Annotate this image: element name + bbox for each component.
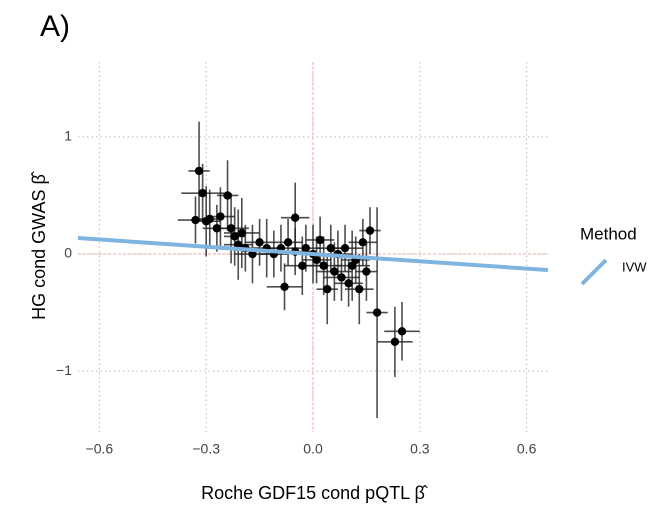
y-tick-label: −1: [56, 362, 72, 378]
legend-label: IVW: [622, 259, 647, 274]
y-axis-label: HG cond GWAS β̂: [29, 171, 49, 320]
point: [397, 327, 407, 336]
point: [194, 166, 204, 176]
point: [340, 243, 350, 253]
point: [312, 255, 321, 265]
x-tick-label: −0.3: [192, 441, 220, 457]
legend-key: [580, 258, 608, 286]
point: [298, 261, 307, 270]
x-tick-label: 0.6: [517, 441, 537, 457]
point: [255, 238, 264, 247]
point: [223, 191, 232, 200]
point: [365, 226, 375, 235]
point: [326, 243, 336, 253]
point: [234, 240, 243, 249]
point: [230, 232, 239, 241]
point: [301, 243, 311, 253]
point: [290, 213, 300, 222]
x-tick-label: 0.3: [410, 441, 430, 457]
point: [330, 267, 339, 276]
point: [191, 215, 200, 225]
point: [362, 267, 371, 276]
legend-title: Method: [580, 224, 637, 243]
x-tick-label: 0.0: [303, 441, 323, 457]
point: [198, 188, 207, 198]
fit-line: [77, 235, 549, 273]
point: [390, 337, 400, 347]
chart-title: A): [40, 10, 70, 43]
point: [355, 284, 364, 294]
point: [226, 224, 236, 233]
point: [315, 235, 325, 245]
x-axis-label: Roche GDF15 cond pQTL β̂: [201, 483, 428, 503]
point: [212, 224, 222, 233]
point: [237, 228, 246, 238]
point: [319, 261, 328, 270]
point: [205, 214, 214, 224]
point: [280, 282, 289, 292]
point: [323, 284, 332, 294]
point: [283, 238, 293, 247]
point: [358, 238, 368, 247]
point: [372, 308, 382, 317]
x-tick-label: −0.6: [86, 441, 114, 457]
y-tick-label: 1: [64, 128, 72, 144]
point: [337, 273, 346, 282]
point: [344, 279, 353, 288]
point: [216, 212, 225, 221]
y-tick-label: 0: [64, 245, 72, 261]
